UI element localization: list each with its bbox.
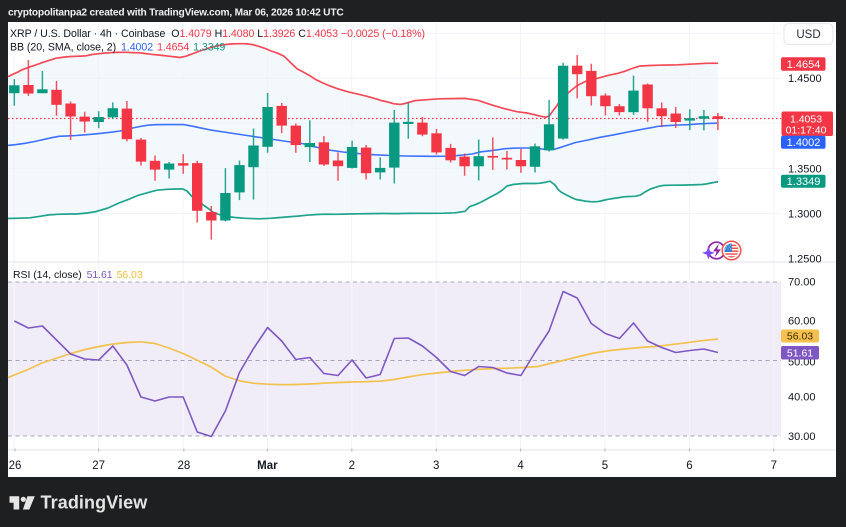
svg-text:70.00: 70.00: [788, 276, 816, 288]
svg-text:1.3000: 1.3000: [788, 208, 822, 220]
svg-text:2: 2: [349, 460, 355, 472]
svg-text:1.4654: 1.4654: [787, 59, 821, 71]
svg-text:01:17:40: 01:17:40: [786, 125, 827, 137]
svg-text:40.00: 40.00: [788, 392, 816, 404]
svg-text:7: 7: [771, 460, 777, 472]
svg-text:XRP / U.S. Dollar · 4h · Coinb: XRP / U.S. Dollar · 4h · Coinbase O1.407…: [10, 28, 425, 40]
svg-text:60.00: 60.00: [788, 315, 816, 327]
svg-text:Mar: Mar: [257, 460, 278, 472]
svg-text:5: 5: [602, 460, 608, 472]
svg-text:USD: USD: [796, 29, 820, 41]
svg-text:1.4002: 1.4002: [787, 137, 821, 149]
svg-text:1.3349: 1.3349: [787, 176, 821, 188]
svg-text:1.4500: 1.4500: [788, 73, 822, 85]
svg-text:1.4053: 1.4053: [790, 113, 822, 125]
svg-text:56.03: 56.03: [787, 331, 813, 343]
svg-text:1.2500: 1.2500: [788, 253, 822, 265]
svg-text:4: 4: [517, 460, 524, 472]
svg-text:28: 28: [178, 460, 191, 472]
svg-text:26: 26: [9, 460, 22, 472]
svg-text:6: 6: [686, 460, 692, 472]
svg-text:30.00: 30.00: [788, 431, 816, 443]
svg-text:27: 27: [92, 460, 105, 472]
svg-text:TradingView: TradingView: [41, 493, 149, 513]
svg-text:3: 3: [433, 460, 439, 472]
svg-text:51.61: 51.61: [787, 347, 813, 359]
svg-text:1.3500: 1.3500: [788, 163, 822, 175]
svg-text:cryptopolitanpa2 created with: cryptopolitanpa2 created with TradingVie…: [8, 8, 344, 19]
